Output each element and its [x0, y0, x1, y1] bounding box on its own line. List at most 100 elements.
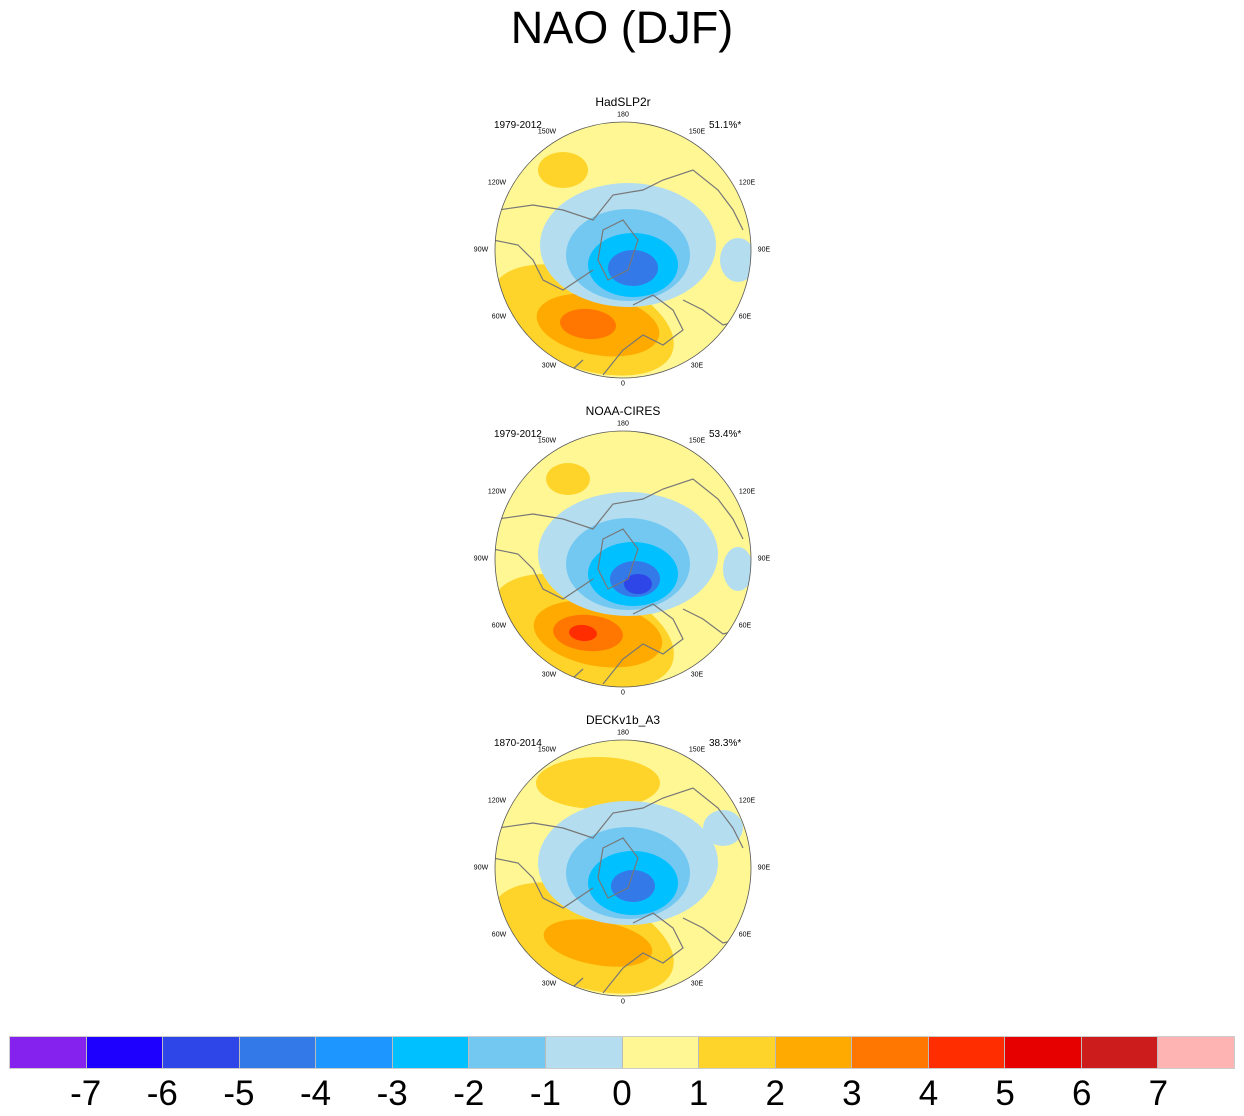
map-panel: NOAA-CIRES 1979-2012 53.4%* 180 150W 150E 120W… [463, 399, 783, 699]
coastline [497, 787, 744, 849]
longitude-label: 120W [487, 179, 507, 187]
colorbar-box [1158, 1037, 1234, 1068]
coastline [495, 548, 594, 600]
longitude-label: 120W [487, 488, 507, 496]
longitude-label: 120W [487, 797, 507, 805]
longitude-label: 120E [738, 797, 756, 805]
longitude-label: 150W [537, 128, 557, 136]
longitude-label: 30E [690, 362, 704, 370]
longitude-label: 60E [738, 622, 752, 630]
colorbar-tick-label: -6 [146, 1074, 178, 1113]
colorbar-box [163, 1037, 240, 1068]
longitude-label: 180 [617, 420, 629, 428]
contour-region [703, 810, 743, 846]
longitude-label: 90W [473, 555, 489, 563]
colorbar-box [392, 1037, 470, 1068]
colorbar-tick-label: -4 [299, 1074, 332, 1113]
colorbar-box [1081, 1037, 1159, 1068]
longitude-label: 30E [690, 671, 704, 679]
contour-region [560, 308, 616, 340]
panel-title: DECKv1b_A3 [585, 713, 661, 727]
colorbar-box [545, 1037, 623, 1068]
longitude-label: 0 [621, 998, 625, 1006]
figure-title: NAO (DJF) [510, 2, 734, 53]
variance-label: 53.4%* [709, 429, 742, 440]
colorbar-box [239, 1037, 317, 1068]
colorbar-tick-label: -5 [223, 1074, 255, 1113]
period-label: 1870-2014 [494, 738, 542, 749]
longitude-label: 180 [617, 111, 629, 119]
coastline [495, 239, 594, 291]
contour-region [624, 574, 652, 594]
longitude-label: 120E [738, 179, 756, 187]
colorbar-tick-label: 6 [1072, 1074, 1092, 1113]
longitude-label: 90W [473, 864, 489, 872]
colorbar-tick-label: -7 [70, 1074, 102, 1113]
coastline [602, 294, 684, 376]
longitude-label: 90W [473, 246, 489, 254]
contour-region [546, 463, 590, 495]
variance-label: 51.1%* [709, 120, 742, 131]
period-label: 1979-2012 [494, 120, 542, 131]
panel-title: HadSLP2r [595, 95, 651, 109]
longitude-label: 60E [738, 931, 752, 939]
map-panel: DECKv1b_A3 1870-2014 38.3%* 180 150W 150E 120W… [463, 708, 783, 1008]
contour-region [569, 624, 597, 642]
contour-region [536, 757, 660, 809]
longitude-label: 150W [537, 437, 557, 445]
contour-region [720, 238, 751, 282]
longitude-label: 150E [688, 746, 706, 754]
colorbar-box [928, 1037, 1006, 1068]
coastline [597, 837, 639, 899]
polar-map [494, 739, 752, 997]
longitude-label: 0 [621, 689, 625, 697]
longitude-label: 60W [491, 313, 507, 321]
coastline [597, 528, 639, 590]
colorbar-tick-label: 7 [1148, 1074, 1169, 1113]
contour-region [723, 547, 751, 591]
coastline [597, 219, 639, 281]
colorbar-tick-label: 0 [612, 1074, 632, 1113]
contour-region [538, 152, 588, 188]
coastline [602, 603, 684, 685]
polar-map [494, 430, 752, 688]
colorbar-tick-label: -1 [529, 1074, 561, 1113]
longitude-label: 150E [688, 128, 706, 136]
longitude-label: 30W [541, 980, 557, 988]
colorbar-box [316, 1037, 393, 1068]
longitude-label: 60W [491, 931, 507, 939]
colorbar-box [1005, 1037, 1082, 1068]
polar-map [494, 121, 752, 379]
longitude-label: 150W [537, 746, 557, 754]
coastline [495, 857, 594, 909]
longitude-label: 60E [738, 313, 752, 321]
contour-region [608, 250, 658, 286]
longitude-label: 180 [617, 729, 629, 737]
colorbar-tick-label: 3 [842, 1074, 862, 1113]
colorbar-tick-label: -2 [453, 1074, 485, 1113]
colorbar-tick-label: -3 [376, 1074, 408, 1113]
colorbar-box [852, 1037, 929, 1068]
longitude-label: 0 [621, 380, 625, 388]
colorbar-tick-label: 4 [918, 1074, 939, 1113]
longitude-label: 30E [690, 980, 704, 988]
longitude-label: 120E [738, 488, 756, 496]
longitude-label: 30W [541, 362, 557, 370]
longitude-label: 30W [541, 671, 557, 679]
colorbar-tick-label: 1 [688, 1074, 709, 1113]
colorbar [9, 1036, 1235, 1069]
colorbar-tick-label: 2 [765, 1074, 785, 1113]
longitude-label: 150E [688, 437, 706, 445]
longitude-label: 90E [757, 246, 771, 254]
longitude-label: 90E [757, 864, 771, 872]
map-panel: HadSLP2r 1979-2012 51.1%* 180 150W 150E 120W 12… [463, 90, 783, 390]
period-label: 1979-2012 [494, 429, 542, 440]
colorbar-box [469, 1037, 546, 1068]
contour-region [543, 919, 653, 967]
colorbar-box [699, 1037, 776, 1068]
panel-title: NOAA-CIRES [585, 404, 661, 418]
contour-region [611, 870, 655, 902]
colorbar-box [86, 1037, 164, 1068]
variance-label: 38.3%* [709, 738, 742, 749]
coastline [602, 912, 684, 994]
